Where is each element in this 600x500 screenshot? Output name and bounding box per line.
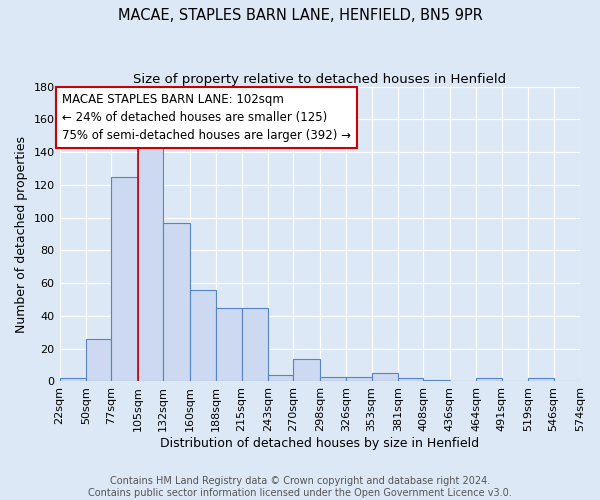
Bar (320, 376, 346, 382)
Text: Contains HM Land Registry data © Crown copyright and database right 2024.
Contai: Contains HM Land Registry data © Crown c… (88, 476, 512, 498)
Bar (112, 176, 138, 382)
Bar (346, 376, 371, 382)
Text: MACAE STAPLES BARN LANE: 102sqm
← 24% of detached houses are smaller (125)
75% o: MACAE STAPLES BARN LANE: 102sqm ← 24% of… (62, 93, 352, 142)
Bar (476, 378, 502, 382)
Bar (293, 358, 320, 382)
Bar (138, 139, 163, 382)
Bar (580, 378, 600, 382)
X-axis label: Distribution of detached houses by size in Henfield: Distribution of detached houses by size … (160, 437, 479, 450)
Bar (424, 380, 450, 382)
Bar (216, 308, 242, 382)
Text: MACAE, STAPLES BARN LANE, HENFIELD, BN5 9PR: MACAE, STAPLES BARN LANE, HENFIELD, BN5 … (118, 8, 482, 22)
Bar (371, 374, 398, 382)
Bar (190, 290, 216, 382)
Bar (59, 378, 86, 382)
Bar (268, 375, 293, 382)
Bar (86, 339, 112, 382)
Title: Size of property relative to detached houses in Henfield: Size of property relative to detached ho… (133, 72, 506, 86)
Bar (242, 308, 268, 382)
Bar (163, 222, 190, 382)
Bar (398, 378, 424, 382)
Bar (528, 378, 554, 382)
Y-axis label: Number of detached properties: Number of detached properties (15, 136, 28, 332)
